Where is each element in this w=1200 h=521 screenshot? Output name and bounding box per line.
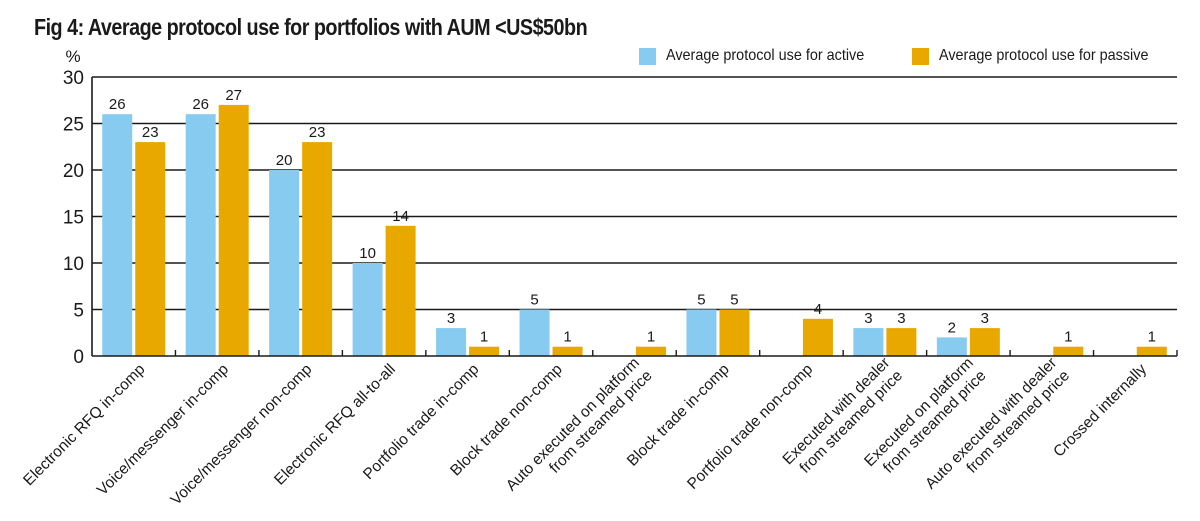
y-tick-labels: 0 5 10 15 20 25 30 [63,68,84,368]
y-tick-label-30: 30 [63,68,84,89]
bar-passive-7 [719,309,750,356]
y-tick-label-15: 15 [63,208,84,229]
bar-active-9 [853,328,884,356]
data-label-passive-4: 1 [480,329,488,346]
data-label-passive-1: 27 [225,87,242,104]
legend-swatch-passive [912,47,930,65]
data-label-active-1: 26 [192,96,209,113]
legend-swatch-active [638,47,656,65]
y-tick-label-20: 20 [63,161,84,182]
axes [91,77,1178,357]
x-tick-label-line: Auto executed on platform [503,354,643,494]
legend-label-passive: Average protocol use for passive [939,47,1149,64]
bar-active-2 [269,170,300,356]
bar-passive-2 [302,142,333,356]
data-label-active-5: 5 [530,292,538,309]
bar-passive-8 [802,318,833,356]
data-label-active-7: 5 [697,292,705,309]
data-label-passive-7: 5 [730,292,738,309]
y-tick-label-5: 5 [73,301,84,322]
bar-passive-1 [218,104,249,357]
data-label-passive-9: 3 [897,310,905,327]
legend-label-active: Average protocol use for active [665,47,865,64]
x-tick-label-2: Voice/messenger non-comp [168,361,316,509]
bar-passive-0 [135,142,166,356]
data-label-passive-10: 3 [981,310,989,327]
data-label-active-0: 26 [109,96,126,113]
y-tick-label-0: 0 [73,347,84,368]
bar-passive-12 [1136,346,1167,356]
bar-active-3 [352,263,383,356]
data-label-passive-2: 23 [309,124,326,141]
data-label-passive-0: 23 [142,124,159,141]
bar-passive-11 [1053,346,1084,356]
data-label-active-2: 20 [276,152,293,169]
data-label-active-10: 2 [948,319,956,336]
bar-active-4 [436,328,467,356]
x-tick-label-6: Auto executed on platformfrom streamed p… [503,354,656,507]
chart-title: Fig 4: Average protocol use for portfoli… [34,14,588,40]
bar-active-10 [936,337,967,356]
data-label-passive-6: 1 [647,329,655,346]
bar-passive-4 [469,346,500,356]
y-axis-label: % [65,47,80,66]
legend: Average protocol use for active Average … [613,47,1172,65]
data-label-passive-5: 1 [563,329,571,346]
bars [102,104,1167,357]
data-labels: 26 26 20 10 3 5 5 3 2 23 27 23 14 1 1 1 5 4 3 3 1 1 [109,87,1156,346]
data-label-active-4: 3 [447,310,455,327]
data-label-active-9: 3 [864,310,872,327]
bar-passive-5 [552,346,583,356]
bar-passive-3 [385,225,416,356]
bar-passive-9 [886,328,917,356]
bar-active-5 [519,309,550,356]
data-label-passive-8: 4 [814,301,822,318]
data-label-passive-3: 14 [392,208,409,225]
y-tick-label-10: 10 [63,254,84,275]
legend-item-passive: Average protocol use for passive [912,47,1172,65]
bar-active-1 [185,114,216,356]
x-tick-label-line: Voice/messenger non-comp [168,361,316,509]
data-label-passive-11: 1 [1064,329,1072,346]
gridlines [92,76,1177,311]
data-label-passive-12: 1 [1148,329,1156,346]
bar-passive-10 [969,328,1000,356]
data-label-active-3: 10 [359,245,376,262]
legend-item-active: Average protocol use for active [638,47,886,65]
bar-passive-6 [636,346,666,356]
y-tick-label-25: 25 [63,115,84,136]
bar-active-7 [686,309,717,356]
bar-active-0 [102,114,133,356]
